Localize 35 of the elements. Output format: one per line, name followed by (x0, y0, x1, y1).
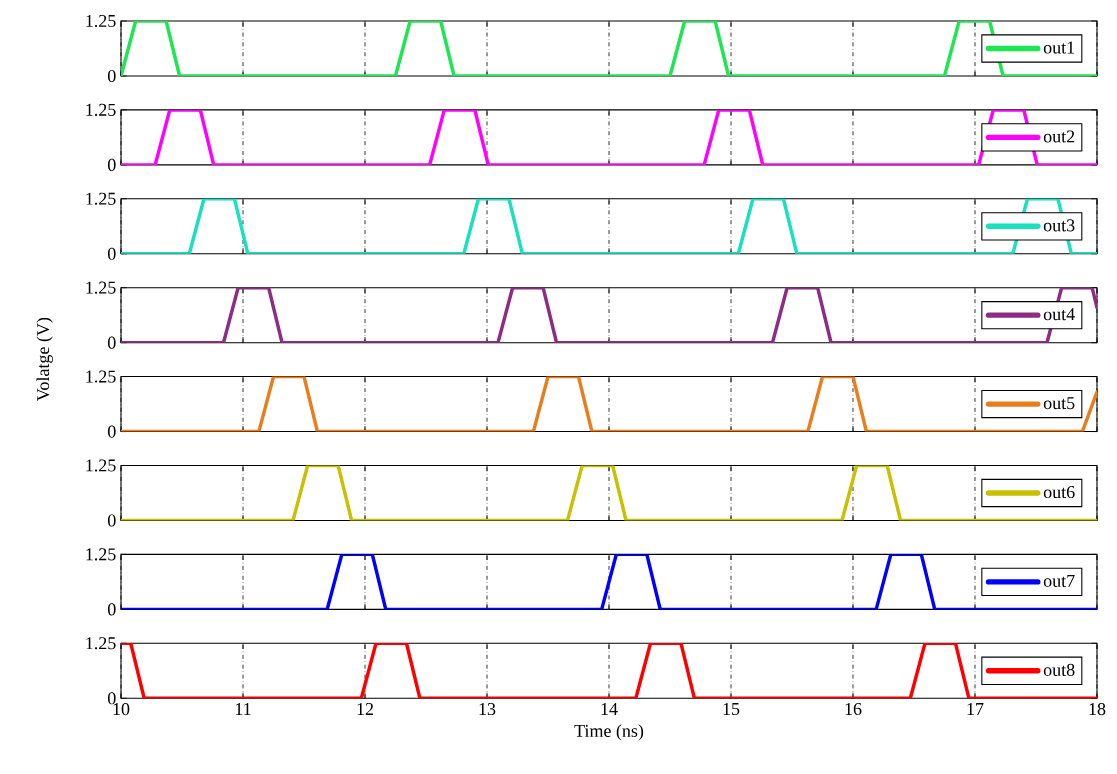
legend-label: out7 (1043, 574, 1075, 587)
y-axis-title: Volatge (V) (36, 317, 53, 402)
y-tick-label: 0 (107, 69, 116, 83)
y-tick-label: 1.25 (86, 281, 116, 294)
y-tick-label: 1.25 (86, 459, 116, 472)
x-tick-label: 14 (601, 703, 618, 715)
legend-label: out4 (1043, 308, 1075, 321)
y-tick-label: 1.25 (86, 637, 116, 650)
y-tick-label: 0 (107, 692, 116, 705)
y-tick-label: 0 (107, 158, 116, 171)
x-tick-label: 17 (967, 703, 984, 715)
x-tick-label: 16 (845, 703, 862, 716)
y-tick-label: 1.25 (86, 192, 116, 205)
y-tick-label: 0 (107, 603, 116, 616)
y-tick-label: 1.25 (86, 103, 116, 116)
y-tick-label: 0 (107, 425, 116, 438)
legend-label: out5 (1043, 397, 1075, 410)
x-tick-label: 13 (479, 703, 496, 716)
x-tick-label: 15 (723, 703, 740, 716)
y-tick-label: 0 (107, 514, 116, 527)
y-tick-label: 1.25 (86, 548, 116, 561)
y-tick-label: 1.25 (86, 370, 116, 383)
y-tick-label: 0 (107, 247, 116, 260)
y-tick-label: 0 (107, 336, 116, 349)
x-tick-label: 12 (357, 703, 374, 715)
x-axis-title: Time (ns) (574, 724, 644, 741)
legend-label: out3 (1043, 219, 1075, 232)
legend-label: out8 (1043, 663, 1075, 676)
x-tick-label: 18 (1089, 702, 1106, 716)
legend-label: out6 (1043, 486, 1075, 499)
y-tick-label: 1.25 (86, 14, 116, 28)
legend-label: out1 (1043, 41, 1075, 54)
legend-label: out2 (1043, 130, 1075, 143)
x-tick-label: 11 (235, 703, 251, 715)
x-tick-label: 10 (113, 702, 130, 716)
